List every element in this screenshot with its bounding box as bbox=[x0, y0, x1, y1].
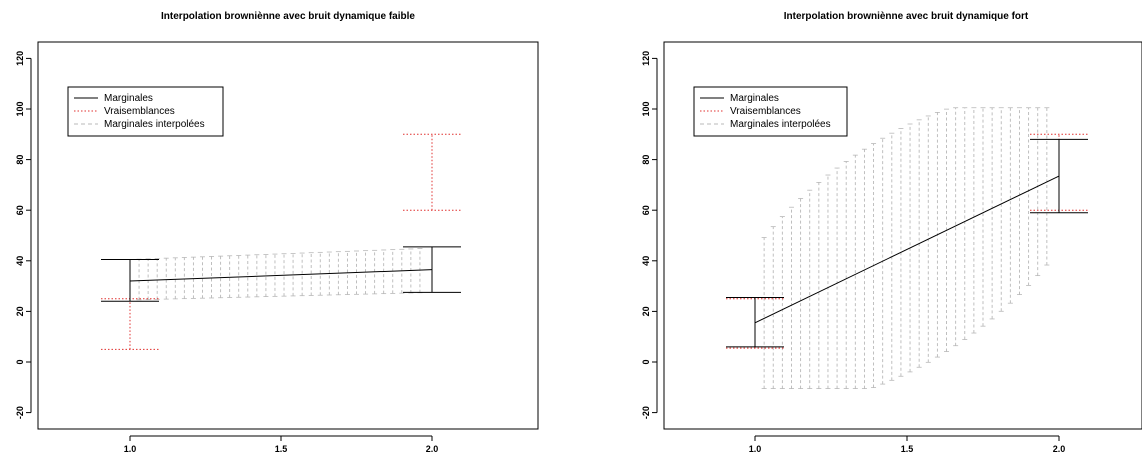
chart-left-legend: Marginales Vraisemblances Marginales int… bbox=[67, 86, 224, 137]
y-tick-label: -20 bbox=[15, 406, 25, 419]
chart-right-x-axis: 1.0 1.5 2.0 bbox=[749, 435, 1066, 454]
y-tick-label: 60 bbox=[15, 205, 25, 215]
chart-left-marginals bbox=[101, 246, 461, 302]
legend-label-vraisemblances: Vraisemblances bbox=[730, 106, 801, 117]
y-tick-label: 20 bbox=[641, 306, 651, 316]
y-tick-label: 40 bbox=[641, 256, 651, 266]
chart-right-legend: Marginales Vraisemblances Marginales int… bbox=[693, 86, 848, 137]
legend-label-marginales: Marginales bbox=[730, 93, 779, 104]
y-tick-label: 120 bbox=[15, 51, 25, 66]
legend-label-interpolees: Marginales interpolées bbox=[104, 119, 205, 130]
y-tick-label: 40 bbox=[15, 256, 25, 266]
y-tick-label: 100 bbox=[15, 101, 25, 116]
x-tick-label: 1.5 bbox=[275, 444, 288, 454]
legend-label-marginales: Marginales bbox=[104, 93, 153, 104]
y-tick-label: 60 bbox=[641, 205, 651, 215]
x-tick-label: 1.0 bbox=[124, 444, 137, 454]
x-tick-label: 2.0 bbox=[426, 444, 439, 454]
chart-left-title: Interpolation browniènne avec bruit dyna… bbox=[161, 11, 415, 22]
y-tick-label: 80 bbox=[15, 155, 25, 165]
chart-left: Interpolation browniènne avec bruit dyna… bbox=[15, 11, 539, 454]
chart-left-interpolated-band bbox=[136, 248, 423, 301]
y-tick-label: 0 bbox=[641, 359, 651, 364]
chart-right-marginals bbox=[726, 138, 1088, 348]
chart-right-interpolated-band bbox=[761, 107, 1050, 389]
chart-right: Interpolation browniènne avec bruit dyna… bbox=[641, 11, 1142, 454]
legend-label-vraisemblances: Vraisemblances bbox=[104, 106, 175, 117]
legend-box bbox=[67, 86, 224, 137]
x-tick-label: 1.0 bbox=[749, 444, 762, 454]
chart-left-y-axis: -20 0 20 40 60 80 100 120 bbox=[15, 51, 32, 419]
chart-right-title: Interpolation browniènne avec bruit dyna… bbox=[784, 11, 1029, 22]
chart-right-likelihoods bbox=[726, 133, 1088, 349]
legend-label-interpolees: Marginales interpolées bbox=[730, 119, 831, 130]
legend-box bbox=[693, 86, 848, 137]
marginal-line bbox=[754, 175, 1060, 324]
chart-right-plot-box bbox=[663, 41, 1142, 430]
y-tick-label: 20 bbox=[15, 306, 25, 316]
chart-left-likelihoods bbox=[101, 133, 461, 350]
y-tick-label: -20 bbox=[641, 406, 651, 419]
y-tick-label: 100 bbox=[641, 101, 651, 116]
chart-left-x-axis: 1.0 1.5 2.0 bbox=[124, 435, 439, 454]
x-tick-label: 1.5 bbox=[901, 444, 914, 454]
y-tick-label: 120 bbox=[641, 51, 651, 66]
chart-left-plot-box bbox=[37, 41, 539, 430]
x-tick-label: 2.0 bbox=[1053, 444, 1066, 454]
y-tick-label: 80 bbox=[641, 155, 651, 165]
marginal-line bbox=[129, 269, 433, 282]
y-tick-label: 0 bbox=[15, 359, 25, 364]
chart-right-y-axis: -20 0 20 40 60 80 100 120 bbox=[641, 51, 658, 419]
